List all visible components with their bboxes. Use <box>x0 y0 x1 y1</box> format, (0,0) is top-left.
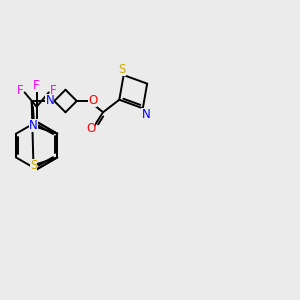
Text: N: N <box>29 119 38 133</box>
Text: O: O <box>86 122 95 135</box>
Text: F: F <box>50 84 56 98</box>
Text: F: F <box>17 84 23 98</box>
Text: S: S <box>30 159 37 172</box>
Text: F: F <box>33 79 40 92</box>
Text: O: O <box>88 94 98 107</box>
Text: S: S <box>118 63 126 76</box>
Text: N: N <box>141 108 150 121</box>
Text: N: N <box>45 94 54 107</box>
